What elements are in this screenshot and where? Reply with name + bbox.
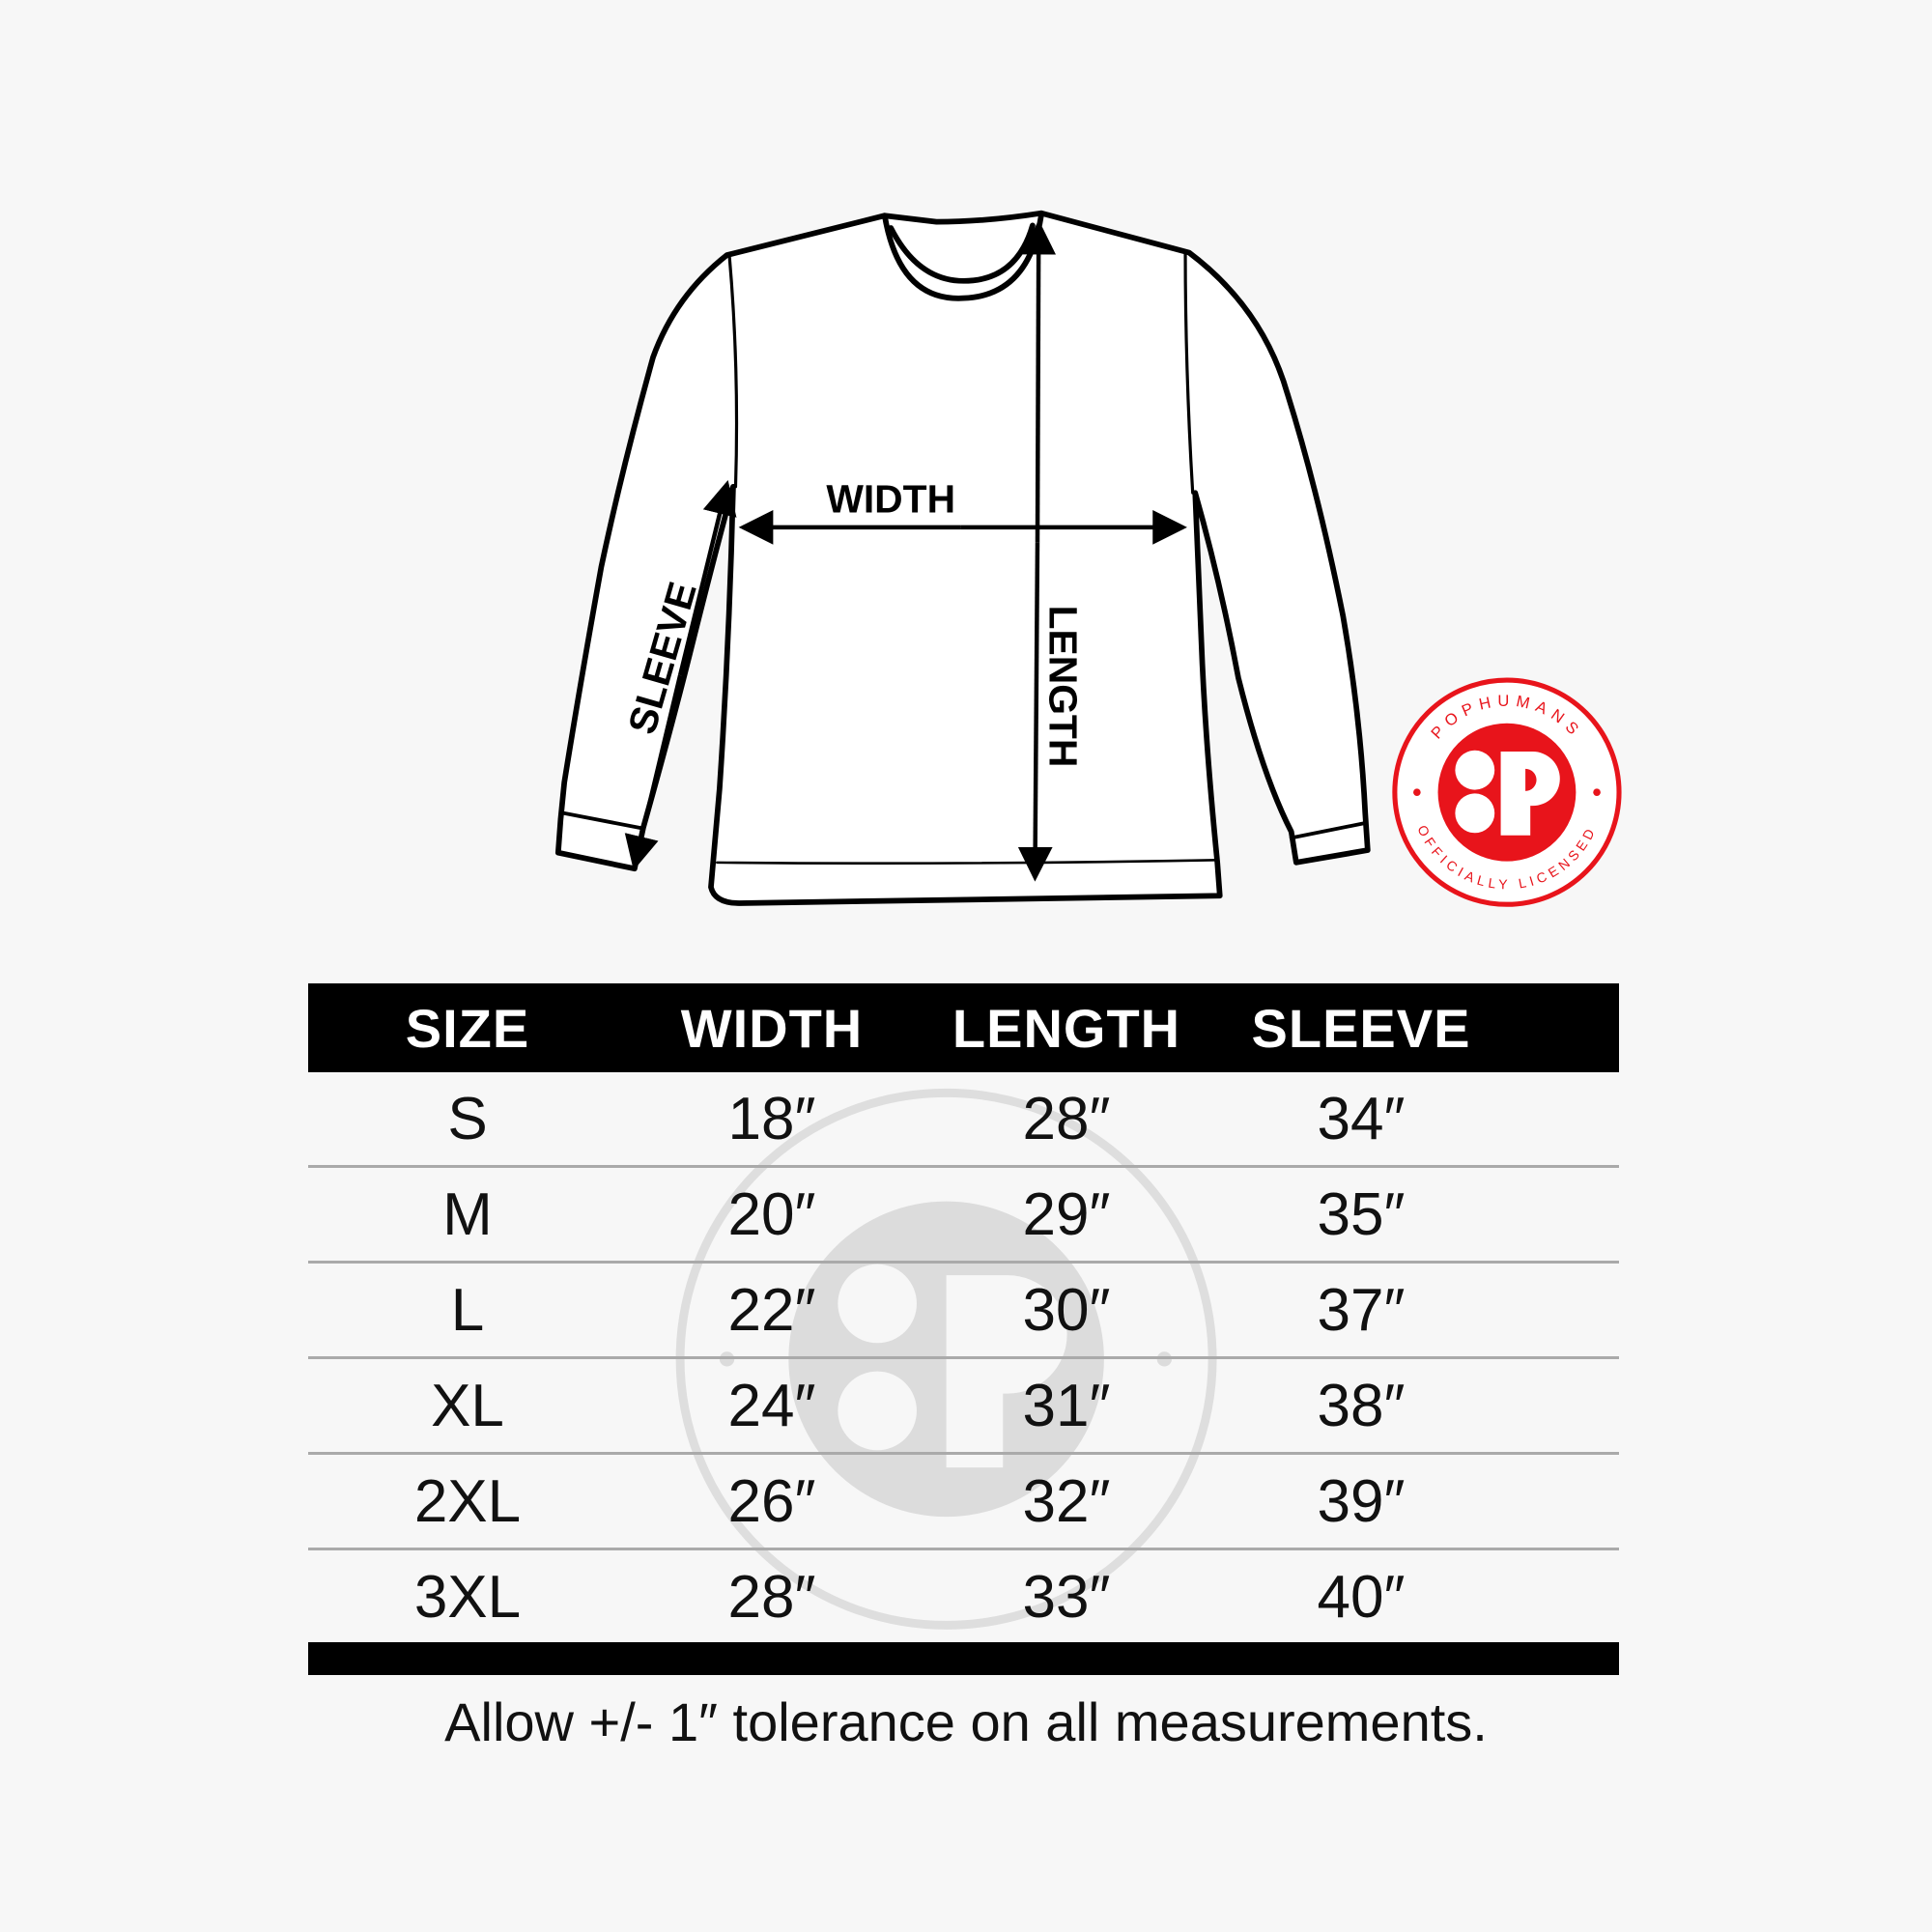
cell-sleeve: 35″ xyxy=(1317,1180,1406,1248)
cell-sleeve: 38″ xyxy=(1317,1372,1406,1439)
measurement-arrows xyxy=(624,219,1187,882)
tolerance-note: Allow +/- 1″ tolerance on all measuremen… xyxy=(444,1691,1488,1752)
cell-size: XL xyxy=(431,1372,504,1439)
length-label: LENGTH xyxy=(1041,606,1086,768)
cell-size: M xyxy=(442,1180,493,1248)
cell-width: 24″ xyxy=(727,1372,816,1439)
header-length: LENGTH xyxy=(952,997,1181,1059)
cell-size: 3XL xyxy=(413,1563,522,1631)
table-header: SIZE WIDTH LENGTH SLEEVE xyxy=(308,983,1619,1072)
cell-length: 33″ xyxy=(1022,1563,1111,1631)
table-row: S 18″ 28″ 34″ xyxy=(308,1072,1619,1168)
cell-size: L xyxy=(450,1276,485,1344)
cell-length: 31″ xyxy=(1022,1372,1111,1439)
cell-width: 22″ xyxy=(727,1276,816,1344)
cell-sleeve: 40″ xyxy=(1317,1563,1406,1631)
cell-width: 28″ xyxy=(727,1563,816,1631)
size-chart-table: SIZE WIDTH LENGTH SLEEVE S 18″ 28″ 34″ M… xyxy=(308,983,1619,1643)
cell-sleeve: 37″ xyxy=(1317,1276,1406,1344)
table-row: M 20″ 29″ 35″ xyxy=(308,1168,1619,1264)
table-row: 2XL 26″ 32″ 39″ xyxy=(308,1455,1619,1550)
cell-sleeve: 34″ xyxy=(1317,1085,1406,1152)
length-arrow xyxy=(1021,219,1056,543)
cell-width: 20″ xyxy=(727,1180,816,1248)
header-size: SIZE xyxy=(405,997,530,1059)
table-bottom-bar xyxy=(308,1642,1619,1675)
header-width: WIDTH xyxy=(680,997,864,1059)
table-row: L 22″ 30″ 37″ xyxy=(308,1264,1619,1359)
width-label: WIDTH xyxy=(826,477,955,522)
cell-size: S xyxy=(447,1085,488,1152)
length-arrow xyxy=(1017,542,1053,882)
sleeve-arrow xyxy=(624,674,683,871)
cell-width: 18″ xyxy=(727,1085,816,1152)
cell-width: 26″ xyxy=(727,1467,816,1535)
cell-length: 29″ xyxy=(1022,1180,1111,1248)
pophumans-logo: POPHUMANS OFFICIALLY LICENSED xyxy=(1392,677,1622,907)
cell-length: 32″ xyxy=(1022,1467,1111,1535)
cell-length: 30″ xyxy=(1022,1276,1111,1344)
cell-length: 28″ xyxy=(1022,1085,1111,1152)
table-row: 3XL 28″ 33″ 40″ xyxy=(308,1550,1619,1643)
table-row: XL 24″ 31″ 38″ xyxy=(308,1359,1619,1455)
sleeve-arrow xyxy=(677,479,737,676)
cell-sleeve: 39″ xyxy=(1317,1467,1406,1535)
cell-size: 2XL xyxy=(413,1467,522,1535)
header-sleeve: SLEEVE xyxy=(1251,997,1471,1059)
long-sleeve-shirt-diagram xyxy=(554,210,1371,906)
